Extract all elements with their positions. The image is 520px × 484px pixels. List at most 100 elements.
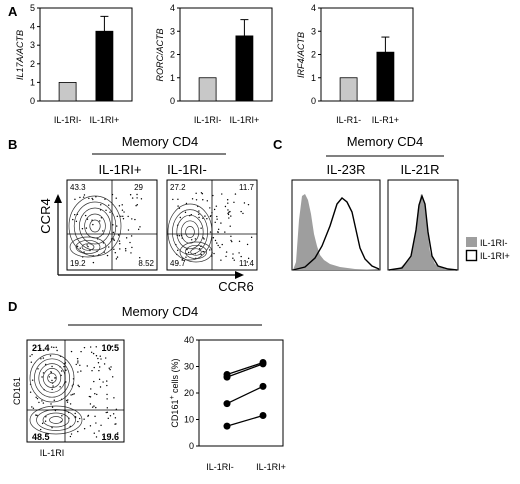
bar-positive <box>235 35 254 102</box>
y-tick-label: 0 <box>189 441 194 451</box>
event-dot <box>42 372 45 374</box>
contour-line <box>185 226 195 238</box>
event-dot <box>139 226 141 228</box>
d-header: Memory CD4 <box>122 304 199 319</box>
event-dot <box>228 211 230 213</box>
event-dot <box>113 248 115 251</box>
event-dot <box>91 197 93 200</box>
event-dot <box>247 257 250 260</box>
y-tick-label: 5 <box>30 3 35 13</box>
event-dot <box>114 251 117 254</box>
event-dot <box>32 407 35 410</box>
event-dot <box>109 211 111 213</box>
panel-d-label: D <box>8 299 17 314</box>
c-legend-swatch-neg <box>466 237 477 247</box>
contour-line <box>180 220 200 244</box>
bar-negative <box>198 77 217 102</box>
event-dot <box>76 357 79 360</box>
event-dot <box>226 199 229 201</box>
event-dot <box>77 362 79 364</box>
plot-frame <box>179 7 273 102</box>
event-dot <box>198 210 200 212</box>
event-dot <box>42 357 45 359</box>
event-dot <box>112 238 115 240</box>
event-dot <box>202 199 204 201</box>
event-dot <box>41 376 43 378</box>
y-tick-label: 4 <box>170 3 175 13</box>
event-dot <box>129 241 131 244</box>
bar-positive <box>95 30 114 102</box>
y-tick-label: 3 <box>311 26 316 36</box>
event-dot <box>230 239 232 242</box>
event-dot <box>177 262 179 264</box>
event-dot <box>83 418 85 420</box>
event-dot <box>114 417 117 419</box>
y-tick-label: 40 <box>184 335 194 345</box>
event-dot <box>217 228 220 231</box>
event-dot <box>112 231 115 234</box>
event-dot <box>87 245 89 248</box>
event-dot <box>115 423 117 425</box>
y-tick-label: 3 <box>170 26 175 36</box>
panel-b-label: B <box>8 137 17 152</box>
event-dot <box>74 198 76 201</box>
b-right-q-ll: 49.7 <box>170 259 186 268</box>
event-dot <box>51 388 53 391</box>
y-tick-label: 1 <box>170 73 175 83</box>
event-dot <box>115 258 118 260</box>
c-title-left: IL-23R <box>326 162 365 177</box>
event-dot <box>74 412 76 415</box>
event-dot <box>202 250 204 253</box>
event-dot <box>227 202 229 204</box>
x-category-label: IL-1RI- <box>206 462 234 472</box>
event-dot <box>213 252 215 255</box>
event-dot <box>246 261 249 263</box>
panel-c-label: C <box>273 137 283 152</box>
event-dot <box>125 237 128 239</box>
b-right-q-ul: 27.2 <box>170 183 186 192</box>
y-tick-label: 1 <box>311 73 316 83</box>
b-right-q-lr: 11.4 <box>239 259 255 268</box>
event-dot <box>136 197 138 199</box>
event-dot <box>80 350 82 353</box>
event-dot <box>51 426 53 429</box>
event-dot <box>78 385 80 388</box>
bar-chart-2: 0 1 2 3 4 RORC/ACTB IL-1RI- IL-1RI+ <box>155 3 273 125</box>
event-dot <box>85 227 88 229</box>
event-dot <box>214 221 216 224</box>
event-dot <box>122 218 125 220</box>
x-category-label: IL-1RI+ <box>90 115 120 125</box>
event-dot <box>41 422 44 425</box>
event-dot <box>93 405 95 407</box>
event-dot <box>106 380 108 382</box>
event-dot <box>203 251 205 253</box>
x-category-label: IL-1RI- <box>54 115 82 125</box>
event-dot <box>172 198 174 201</box>
event-dot <box>127 215 129 218</box>
event-dot <box>200 253 202 256</box>
event-dot <box>77 430 79 433</box>
event-dot <box>201 193 204 195</box>
data-point <box>259 382 267 390</box>
c-legend-pos: IL-1RI+ <box>480 251 510 261</box>
event-dot <box>187 251 190 254</box>
event-dot <box>93 366 95 369</box>
x-category-label: IL-R1+ <box>372 115 399 125</box>
event-dot <box>118 240 121 242</box>
c-legend-neg: IL-1RI- <box>480 238 508 248</box>
event-dot <box>79 364 81 366</box>
event-dot <box>65 369 67 371</box>
event-dot <box>113 239 115 242</box>
event-dot <box>70 394 72 396</box>
event-dot <box>247 203 250 206</box>
event-dot <box>130 252 132 254</box>
event-dot <box>106 407 109 409</box>
event-dot <box>230 215 232 217</box>
event-dot <box>34 346 37 349</box>
event-dot <box>95 406 97 409</box>
b-left-q-ll: 19.2 <box>70 259 86 268</box>
event-dot <box>51 365 53 368</box>
contour-line <box>34 358 70 398</box>
b-left-q-ur: 29 <box>134 183 143 192</box>
